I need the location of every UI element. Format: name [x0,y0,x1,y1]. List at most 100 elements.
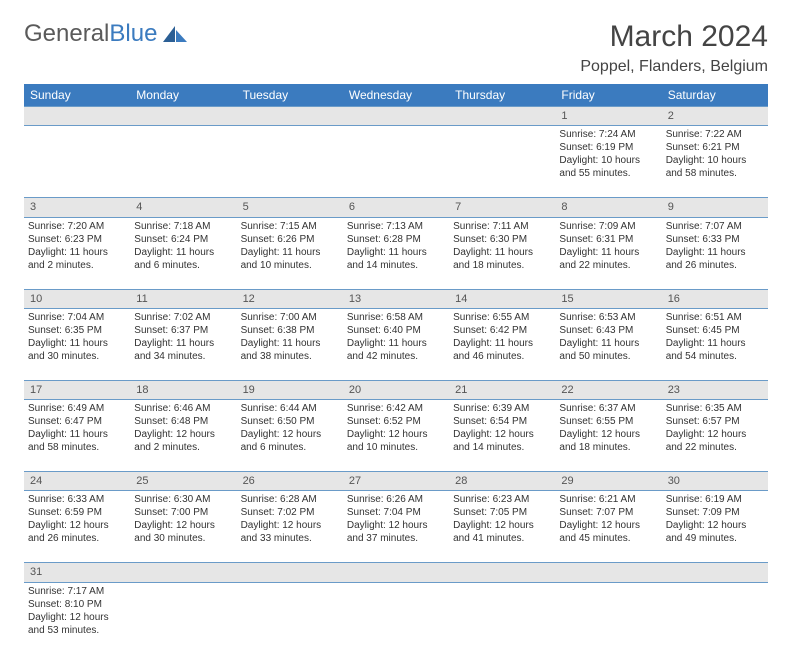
day-cell: Sunrise: 7:13 AMSunset: 6:28 PMDaylight:… [343,217,449,289]
day-content: Sunrise: 7:13 AMSunset: 6:28 PMDaylight:… [347,220,445,272]
sunrise-text: Sunrise: 7:20 AM [28,220,126,233]
daylight-text: Daylight: 12 hours and 53 minutes. [28,611,126,637]
calendar-table: SundayMondayTuesdayWednesdayThursdayFrid… [24,84,768,654]
day-cell: Sunrise: 7:20 AMSunset: 6:23 PMDaylight:… [24,217,130,289]
sunrise-text: Sunrise: 6:26 AM [347,493,445,506]
day-number-cell [237,563,343,582]
week-row: Sunrise: 7:04 AMSunset: 6:35 PMDaylight:… [24,308,768,380]
sunrise-text: Sunrise: 7:04 AM [28,311,126,324]
day-number-cell: 9 [662,198,768,217]
day-content: Sunrise: 6:37 AMSunset: 6:55 PMDaylight:… [559,402,657,454]
day-cell [237,582,343,654]
day-cell: Sunrise: 7:09 AMSunset: 6:31 PMDaylight:… [555,217,661,289]
day-number-cell: 25 [130,472,236,491]
day-cell: Sunrise: 6:23 AMSunset: 7:05 PMDaylight:… [449,491,555,563]
day-content: Sunrise: 6:46 AMSunset: 6:48 PMDaylight:… [134,402,232,454]
day-number-cell [662,563,768,582]
day-number-cell: 21 [449,380,555,399]
daylight-text: Daylight: 11 hours and 58 minutes. [28,428,126,454]
sunset-text: Sunset: 7:09 PM [666,506,764,519]
day-cell: Sunrise: 6:33 AMSunset: 6:59 PMDaylight:… [24,491,130,563]
day-content: Sunrise: 7:00 AMSunset: 6:38 PMDaylight:… [241,311,339,363]
day-content: Sunrise: 6:28 AMSunset: 7:02 PMDaylight:… [241,493,339,545]
daylight-text: Daylight: 12 hours and 41 minutes. [453,519,551,545]
day-cell: Sunrise: 7:11 AMSunset: 6:30 PMDaylight:… [449,217,555,289]
day-number-cell [237,107,343,126]
day-number-cell: 11 [130,289,236,308]
day-number-cell [449,563,555,582]
day-number-cell: 19 [237,380,343,399]
day-number-cell: 14 [449,289,555,308]
sunrise-text: Sunrise: 7:09 AM [559,220,657,233]
sunset-text: Sunset: 6:40 PM [347,324,445,337]
day-cell [130,582,236,654]
sunset-text: Sunset: 6:37 PM [134,324,232,337]
sunset-text: Sunset: 6:31 PM [559,233,657,246]
sunrise-text: Sunrise: 7:22 AM [666,128,764,141]
sunrise-text: Sunrise: 6:58 AM [347,311,445,324]
day-number-cell: 26 [237,472,343,491]
sunset-text: Sunset: 6:55 PM [559,415,657,428]
daylight-text: Daylight: 11 hours and 22 minutes. [559,246,657,272]
daylight-text: Daylight: 11 hours and 54 minutes. [666,337,764,363]
daylight-text: Daylight: 11 hours and 38 minutes. [241,337,339,363]
day-content: Sunrise: 6:42 AMSunset: 6:52 PMDaylight:… [347,402,445,454]
daynum-row: 31 [24,563,768,582]
day-cell: Sunrise: 6:55 AMSunset: 6:42 PMDaylight:… [449,308,555,380]
day-content: Sunrise: 6:39 AMSunset: 6:54 PMDaylight:… [453,402,551,454]
sunrise-text: Sunrise: 6:33 AM [28,493,126,506]
location-text: Poppel, Flanders, Belgium [580,58,768,76]
logo-sail-icon [161,24,189,44]
sunset-text: Sunset: 6:28 PM [347,233,445,246]
day-content: Sunrise: 7:04 AMSunset: 6:35 PMDaylight:… [28,311,126,363]
sunset-text: Sunset: 6:24 PM [134,233,232,246]
day-number-cell [24,107,130,126]
daylight-text: Daylight: 11 hours and 18 minutes. [453,246,551,272]
day-number-cell [343,107,449,126]
header: GeneralBlue March 2024 Poppel, Flanders,… [24,20,768,76]
logo-text-2: Blue [109,20,157,47]
logo-text-1: General [24,20,109,47]
day-number-cell: 5 [237,198,343,217]
day-content: Sunrise: 6:21 AMSunset: 7:07 PMDaylight:… [559,493,657,545]
sunset-text: Sunset: 6:47 PM [28,415,126,428]
sunrise-text: Sunrise: 7:00 AM [241,311,339,324]
day-number-cell: 2 [662,107,768,126]
daylight-text: Daylight: 12 hours and 14 minutes. [453,428,551,454]
day-number-cell: 6 [343,198,449,217]
day-content: Sunrise: 6:19 AMSunset: 7:09 PMDaylight:… [666,493,764,545]
day-content: Sunrise: 7:17 AMSunset: 8:10 PMDaylight:… [28,585,126,637]
sunrise-text: Sunrise: 6:21 AM [559,493,657,506]
sunset-text: Sunset: 6:38 PM [241,324,339,337]
daynum-row: 17181920212223 [24,380,768,399]
daylight-text: Daylight: 12 hours and 37 minutes. [347,519,445,545]
sunset-text: Sunset: 7:07 PM [559,506,657,519]
sunrise-text: Sunrise: 6:39 AM [453,402,551,415]
page-title: March 2024 [580,20,768,54]
day-content: Sunrise: 7:20 AMSunset: 6:23 PMDaylight:… [28,220,126,272]
daylight-text: Daylight: 11 hours and 42 minutes. [347,337,445,363]
day-header: Saturday [662,84,768,107]
day-number-cell: 8 [555,198,661,217]
day-cell [555,582,661,654]
daylight-text: Daylight: 12 hours and 45 minutes. [559,519,657,545]
day-number-cell: 22 [555,380,661,399]
day-number-cell: 3 [24,198,130,217]
day-number-cell: 17 [24,380,130,399]
sunrise-text: Sunrise: 6:51 AM [666,311,764,324]
day-cell: Sunrise: 7:04 AMSunset: 6:35 PMDaylight:… [24,308,130,380]
day-content: Sunrise: 6:51 AMSunset: 6:45 PMDaylight:… [666,311,764,363]
daylight-text: Daylight: 10 hours and 55 minutes. [559,154,657,180]
sunrise-text: Sunrise: 7:15 AM [241,220,339,233]
day-number-cell: 15 [555,289,661,308]
day-cell: Sunrise: 7:00 AMSunset: 6:38 PMDaylight:… [237,308,343,380]
sunset-text: Sunset: 6:19 PM [559,141,657,154]
day-number-cell: 31 [24,563,130,582]
daylight-text: Daylight: 12 hours and 10 minutes. [347,428,445,454]
day-cell [449,582,555,654]
day-number-cell: 4 [130,198,236,217]
sunrise-text: Sunrise: 6:19 AM [666,493,764,506]
day-cell [237,126,343,198]
sunset-text: Sunset: 7:04 PM [347,506,445,519]
week-row: Sunrise: 6:33 AMSunset: 6:59 PMDaylight:… [24,491,768,563]
